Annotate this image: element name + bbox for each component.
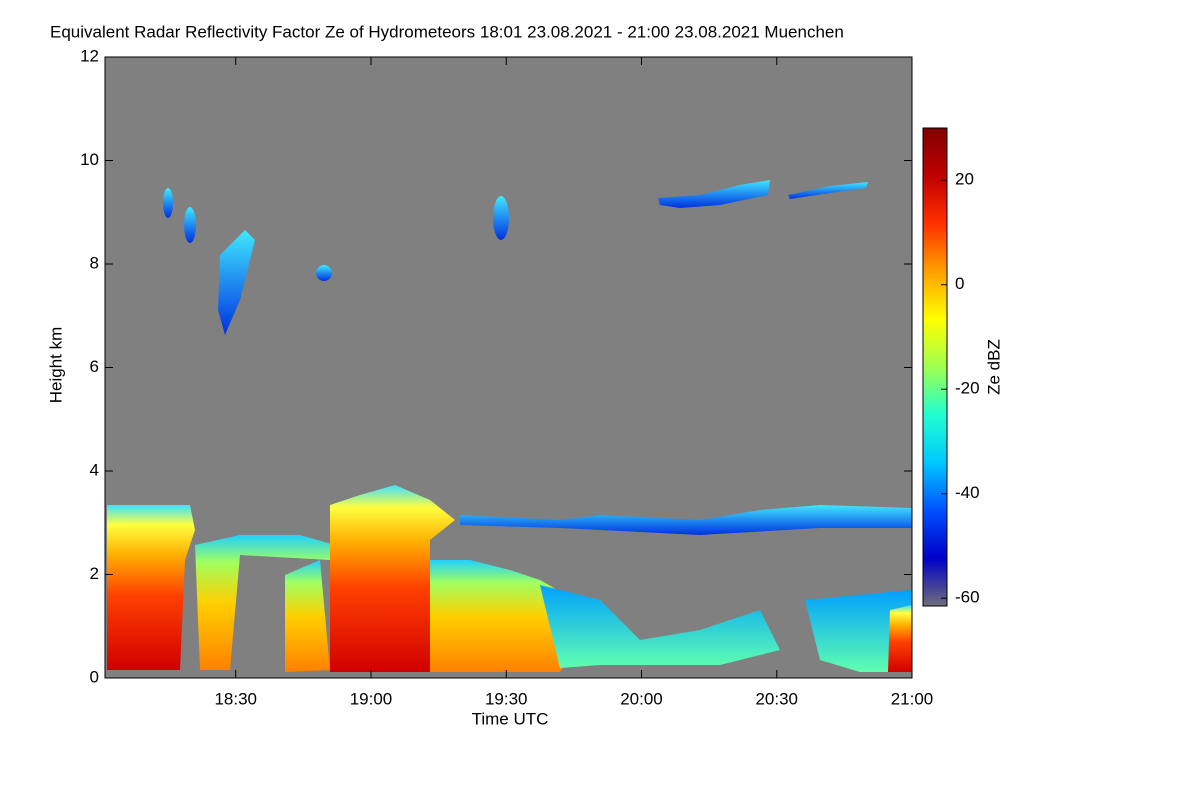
echo [658,180,770,208]
colorbar-tick-label: 20 [955,170,974,189]
colorbar-tick-label: -40 [955,483,980,502]
echo [493,196,509,240]
y-tick-label: 2 [90,564,99,583]
y-tick-label: 8 [90,253,99,272]
colorbar-tick-label: -20 [955,379,980,398]
chart-title: Equivalent Radar Reflectivity Factor Ze … [50,22,844,41]
colorbar-label: Ze dBZ [984,339,1003,395]
echo [460,505,912,535]
colorbar [922,127,948,607]
x-tick-label: 18:30 [214,689,257,708]
y-tick-label: 0 [90,667,99,686]
x-tick-label: 19:30 [485,689,528,708]
y-tick-label: 10 [80,150,99,169]
colorbar-tick-label: -60 [955,588,980,607]
echo [805,590,912,672]
x-tick-label: 20:00 [620,689,663,708]
echo [788,182,868,199]
x-tick-label: 21:00 [891,689,934,708]
echoes [107,180,912,672]
x-axis-label: Time UTC [472,709,549,728]
y-tick-label: 6 [90,357,99,376]
echo [107,505,195,670]
echo [330,485,455,672]
echo [163,188,173,218]
echo [218,230,255,335]
echo [285,560,330,672]
y-axis-label: Height km [46,327,65,404]
echo [184,207,196,243]
x-tick-label: 20:30 [755,689,798,708]
echo [195,535,335,670]
y-tick-label: 4 [90,460,99,479]
echo [316,265,332,281]
echo [540,585,780,668]
y-tick-label: 12 [80,46,99,65]
echo [888,605,912,672]
colorbar-tick-label: 0 [955,274,964,293]
x-tick-label: 19:00 [350,689,393,708]
